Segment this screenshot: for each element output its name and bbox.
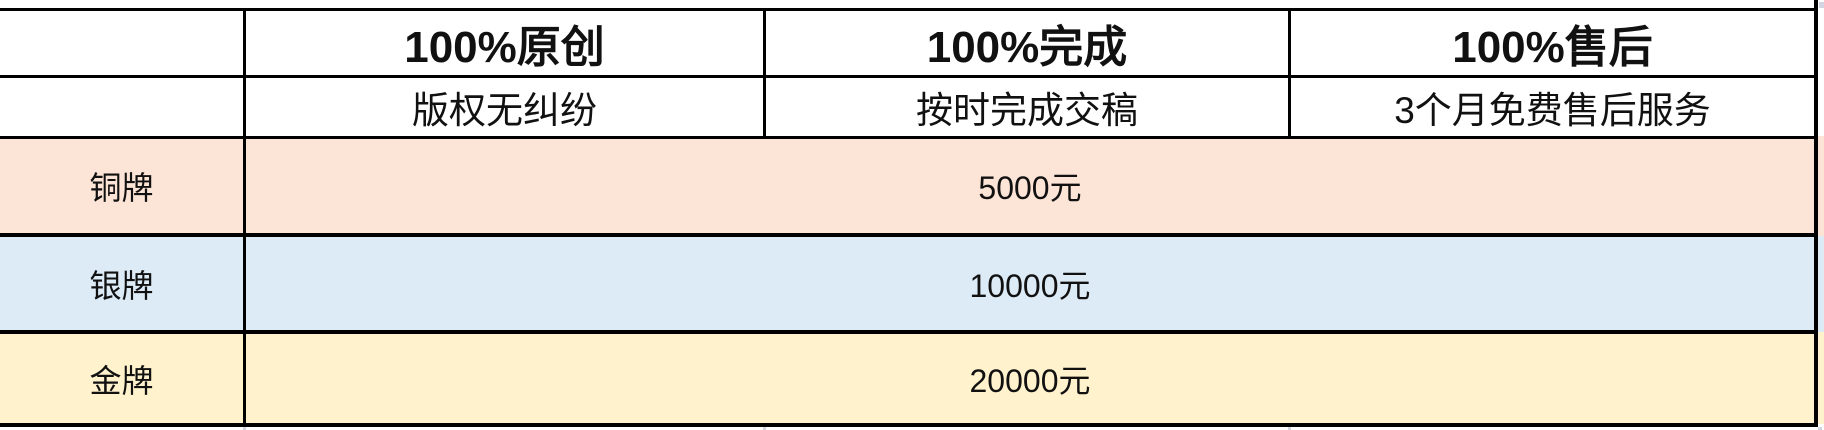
subheader-cell-service: 3个月免费售后服务: [1394, 90, 1711, 131]
gridline-stub: [1288, 427, 1291, 430]
gridline-stub: [763, 427, 766, 430]
table-border-col1: [243, 8, 246, 427]
header-cell-complete: 100%完成: [926, 23, 1128, 72]
gold-row-background: [0, 332, 1824, 424]
tier-price-silver: 10000元: [969, 267, 1091, 304]
gridline-stub: [1818, 427, 1822, 430]
header-cell-aftersale: 100%售后: [1452, 23, 1653, 72]
tier-price-gold: 20000元: [969, 362, 1091, 399]
tier-price-bronze: 5000元: [978, 170, 1082, 206]
gridline-stub: [243, 427, 246, 430]
subheader-cell-copyright: 版权无纠纷: [412, 90, 597, 131]
header-cell-original: 100%原创: [404, 23, 605, 72]
table-border-right: [1814, 0, 1818, 427]
table-border-bronze-divider: [0, 233, 1818, 237]
tier-label-gold: 金牌: [89, 362, 154, 399]
table-border-subheader-divider: [0, 136, 1818, 139]
subheader-cell-ontime: 按时完成交稿: [916, 90, 1138, 131]
tier-label-bronze: 铜牌: [89, 170, 154, 206]
table-border-bottom: [0, 423, 1818, 427]
table-border-col2: [763, 8, 766, 139]
table-border-top: [0, 8, 1818, 11]
bronze-row-background: [0, 136, 1824, 236]
tier-label-silver: 银牌: [89, 267, 154, 304]
table-border-silver-divider: [0, 330, 1818, 334]
silver-row-background: [0, 236, 1824, 332]
gridline-stub: [1819, 2, 1824, 8]
table-border-col3: [1288, 8, 1291, 139]
table-border-header-divider: [0, 75, 1818, 78]
